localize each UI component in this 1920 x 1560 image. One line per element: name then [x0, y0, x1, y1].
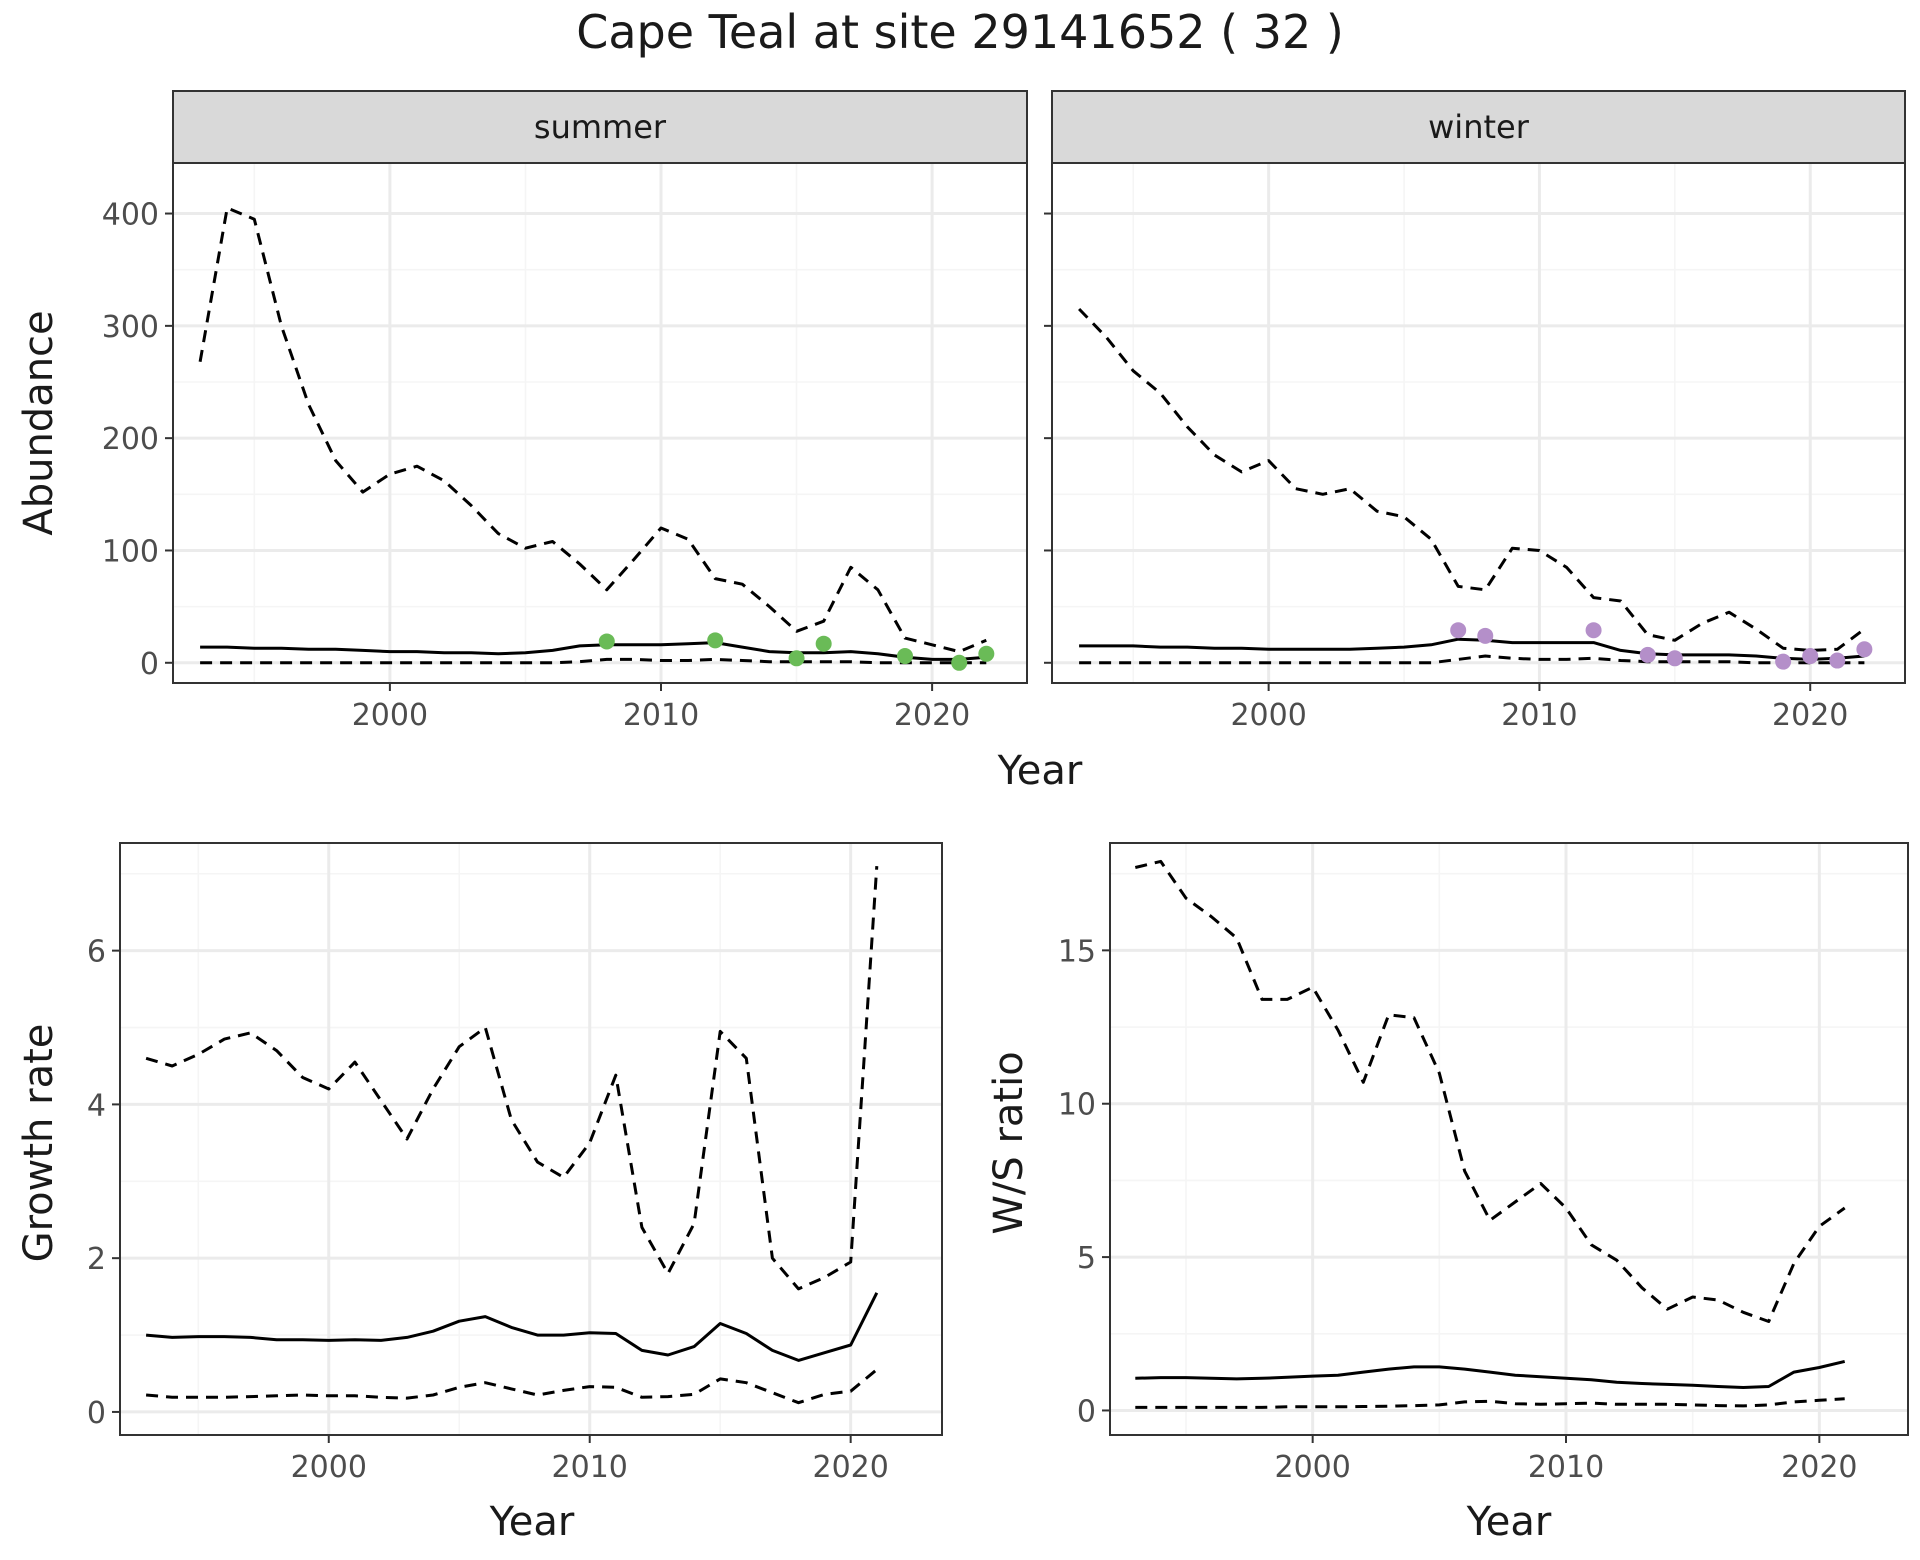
growth-y-axis-label: Growth rate: [16, 1024, 62, 1263]
winter-series-group: [1078, 307, 1866, 665]
abundance-y-axis-label: Abundance: [16, 310, 62, 535]
winter-series-bound-line-1: [1079, 654, 1865, 665]
summer-series-bound-line-1: [200, 657, 987, 665]
winter-point-2015: [1666, 650, 1683, 667]
wsratio-y-tick-label: 15: [1058, 934, 1096, 969]
wsratio-series-bound-line-1: [1135, 1397, 1845, 1409]
winter-point-2022: [1856, 641, 1873, 658]
growth-panel: 2000 2010 2020 0 2 4 6: [87, 842, 943, 1485]
growth-y-tick-label: 4: [87, 1088, 106, 1123]
winter-border: [1051, 162, 1906, 684]
summer-panel: summer 2000 2010 2020 0 100 200 300 400: [102, 90, 1028, 733]
growth-y-tick-label: 0: [87, 1396, 106, 1431]
wsratio-x-tick-label: 2020: [1781, 1450, 1857, 1485]
wsratio-series-bound-line-2: [1134, 859, 1846, 1323]
summer-point-2016: [815, 635, 832, 652]
winter-point-2012: [1585, 622, 1602, 639]
summer-point-2019: [897, 648, 913, 665]
growth-series-bound-line-1: [145, 1368, 878, 1405]
summer-y-tick-label: 400: [102, 198, 159, 233]
summer-series-bound-line-2: [198, 206, 987, 654]
winter-point-2008: [1477, 627, 1494, 644]
wsratio-y-axis-label: W/S ratio: [986, 1051, 1032, 1234]
summer-y-tick-label: 300: [102, 310, 159, 345]
winter-strip: [1051, 90, 1906, 164]
growth-x-tick-label: 2020: [812, 1450, 888, 1485]
wsratio-y-tick-label: 5: [1077, 1241, 1096, 1276]
winter-panel: winter 2000 2010 2020: [1044, 90, 1906, 733]
wsratio-border: [1109, 842, 1909, 1436]
summer-border: [172, 162, 1028, 684]
summer-point-2022: [978, 645, 995, 662]
growth-series-median-line-0: [145, 1292, 879, 1362]
summer-strip-label: summer: [534, 108, 667, 146]
wsratio-x-axis-label: Year: [1466, 1499, 1552, 1545]
winter-point-2021: [1829, 652, 1846, 669]
wsratio-series-group: [1134, 859, 1846, 1409]
summer-x-tick-label: 2000: [352, 698, 428, 733]
summer-strip: [172, 90, 1028, 164]
wsratio-x-tick-label: 2000: [1274, 1450, 1350, 1485]
growth-y-tick-label: 2: [87, 1242, 106, 1277]
winter-point-2014: [1639, 646, 1656, 663]
summer-y-tick-label: 0: [140, 647, 159, 682]
summer-y-tick-label: 200: [102, 422, 159, 457]
winter-x-tick-label: 2010: [1501, 698, 1577, 733]
growth-x-tick-label: 2000: [291, 1450, 367, 1485]
summer-x-tick-label: 2010: [623, 698, 699, 733]
wsratio-x-tick-label: 2010: [1528, 1450, 1604, 1485]
summer-point-2012: [707, 632, 724, 649]
winter-point-2007: [1450, 622, 1467, 639]
summer-point-2015: [788, 650, 805, 667]
winter-strip-label: winter: [1428, 108, 1530, 146]
wsratio-y-tick-label: 10: [1058, 1088, 1096, 1123]
summer-y-tick-label: 100: [102, 534, 159, 569]
winter-x-tick-label: 2020: [1772, 698, 1848, 733]
winter-point-2019: [1775, 653, 1792, 670]
summer-x-tick-label: 2020: [894, 698, 970, 733]
winter-x-tick-label: 2000: [1230, 698, 1306, 733]
growth-series-group: [145, 866, 879, 1405]
wsratio-series-median-line-0: [1135, 1359, 1846, 1389]
abundance-x-axis-label: Year: [997, 748, 1083, 794]
growth-border: [119, 842, 943, 1436]
summer-point-2008: [598, 633, 615, 650]
growth-series-bound-line-2: [145, 866, 879, 1291]
summer-series-group: [198, 206, 987, 665]
wsratio-panel: 2000 2010 2020 0 5 10 15: [1058, 842, 1909, 1485]
growth-x-axis-label: Year: [489, 1499, 575, 1545]
growth-y-tick-label: 6: [87, 935, 106, 970]
growth-x-tick-label: 2010: [552, 1450, 628, 1485]
summer-point-2021: [951, 654, 968, 671]
wsratio-y-tick-label: 0: [1077, 1394, 1096, 1429]
winter-series-median-line-0: [1079, 637, 1865, 661]
summer-series-median-line-0: [200, 641, 987, 661]
winter-series-bound-line-2: [1078, 307, 1866, 652]
figure-title: Cape Teal at site 29141652 ( 32 ): [576, 5, 1344, 59]
winter-point-2020: [1802, 648, 1819, 665]
